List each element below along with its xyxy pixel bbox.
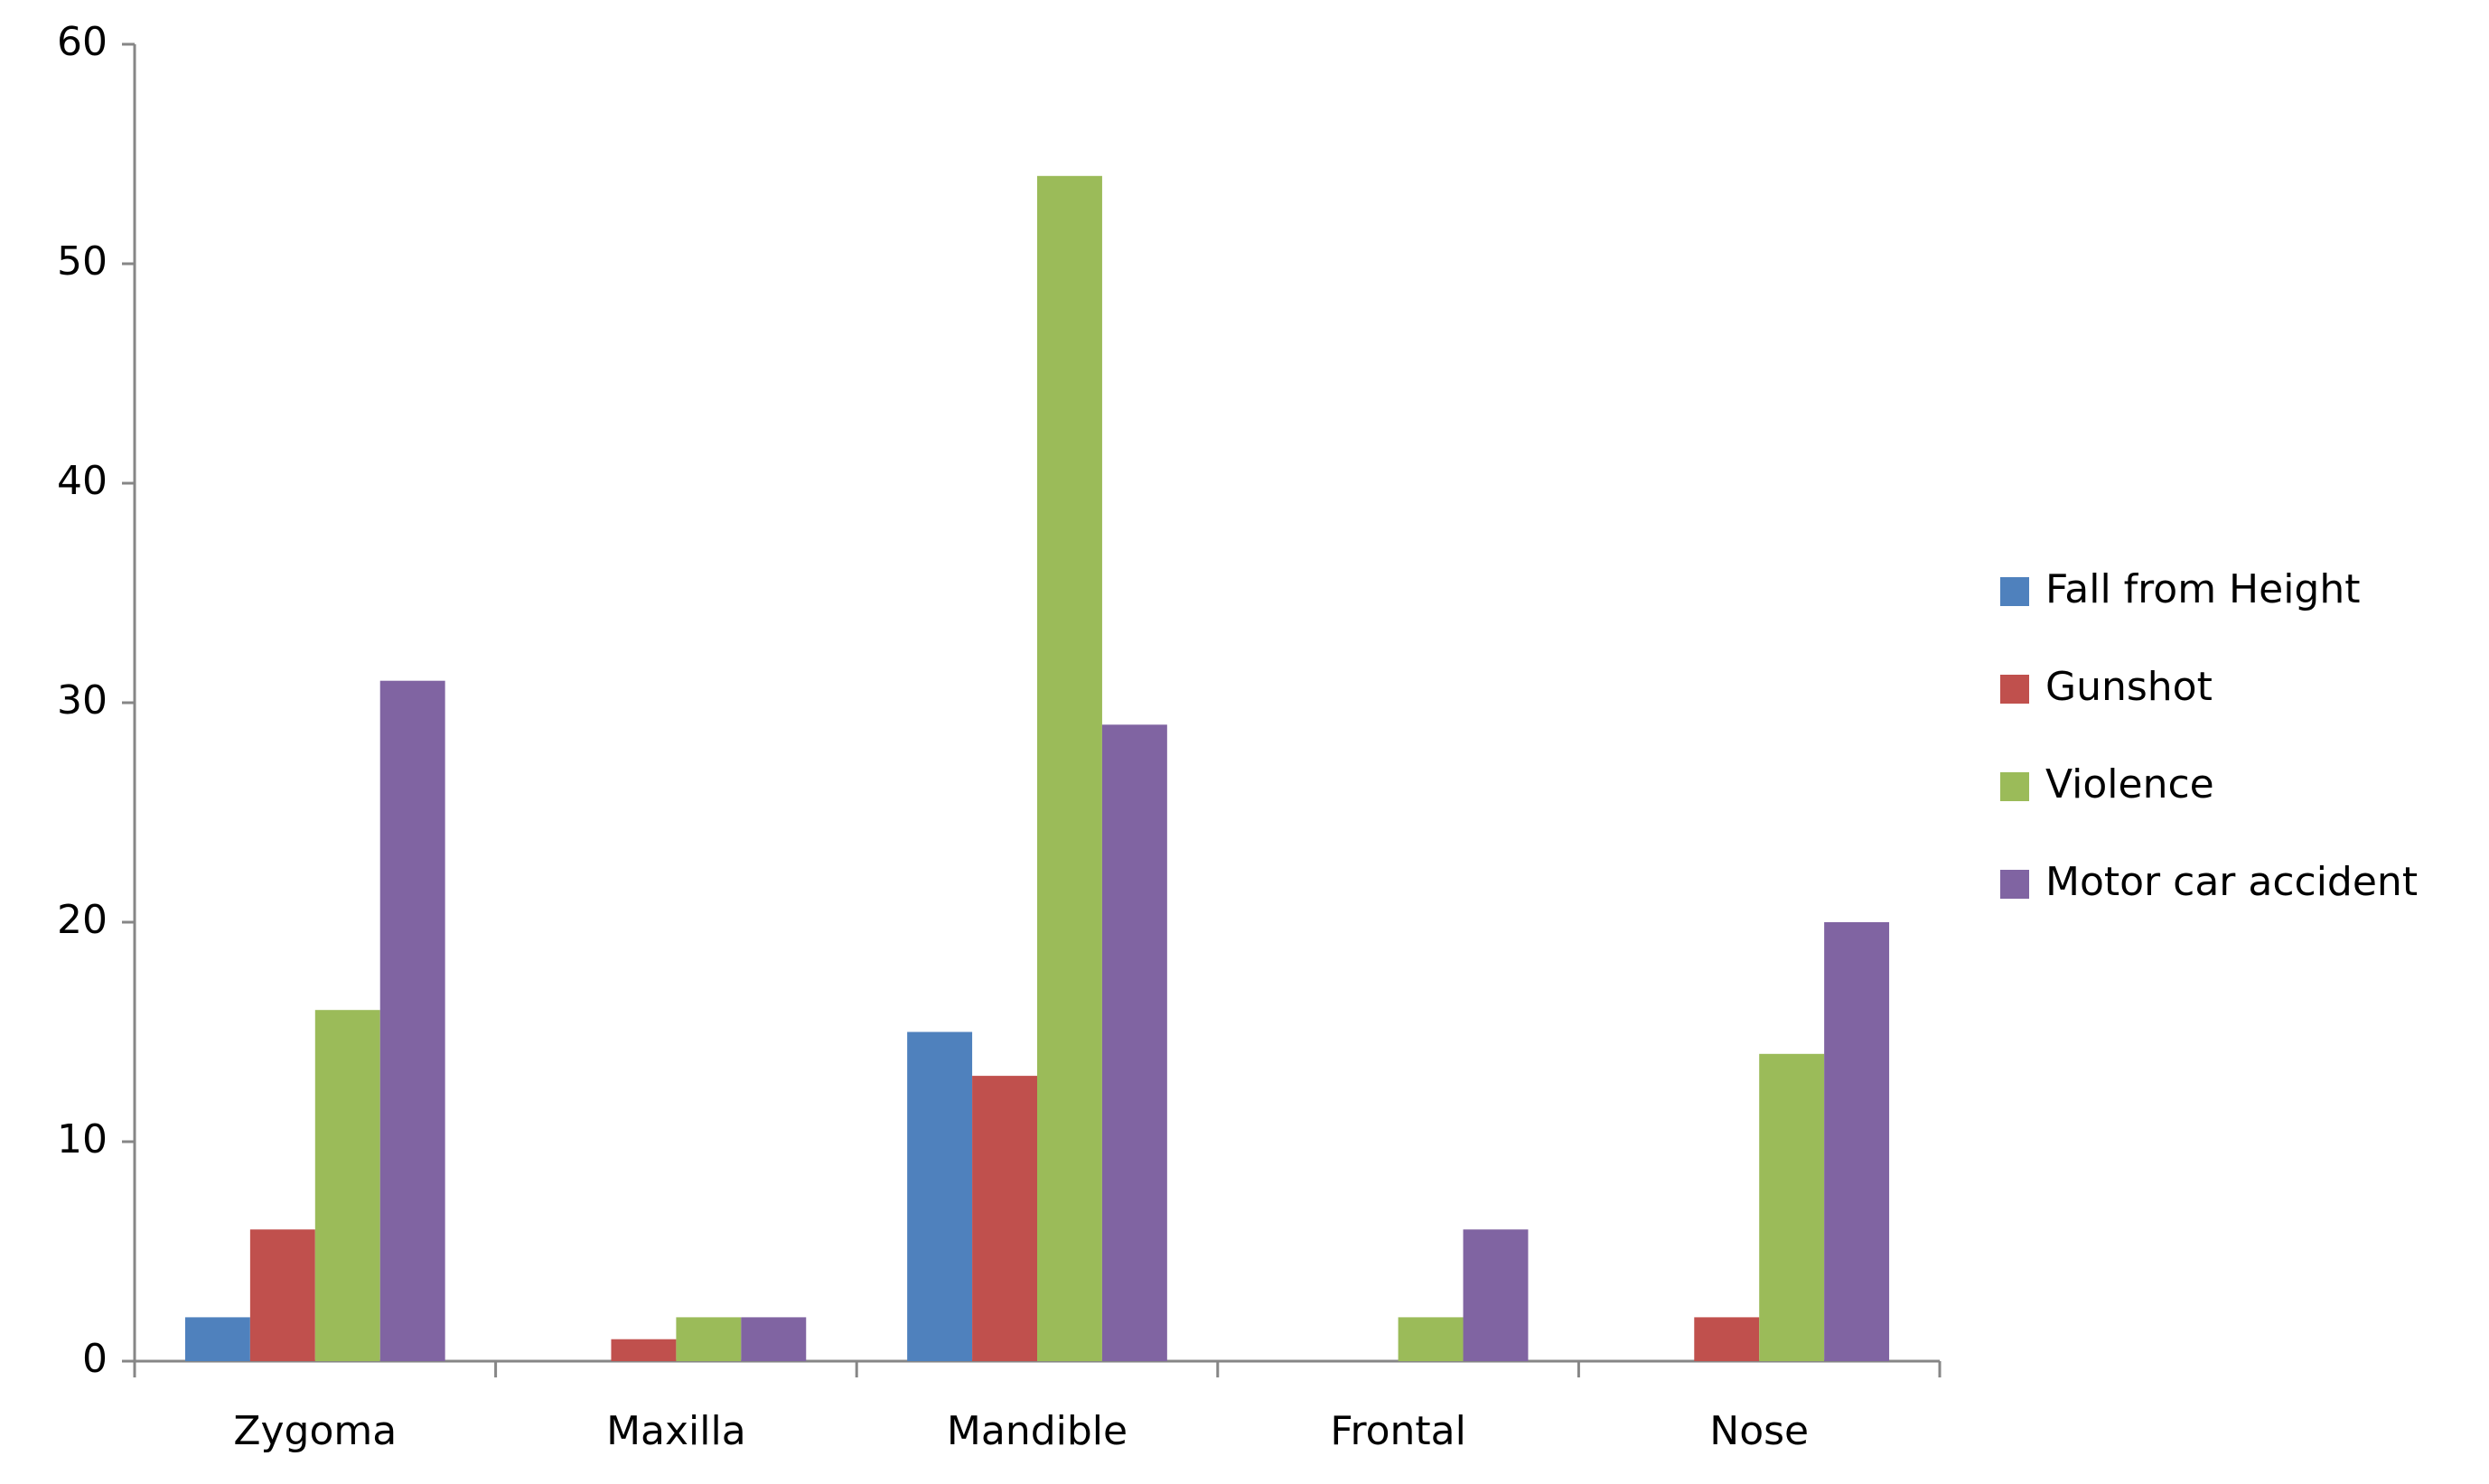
- x-tick-label: Mandible: [947, 1408, 1128, 1454]
- legend-swatch: [2000, 870, 2029, 899]
- x-tick-label: Zygoma: [233, 1408, 397, 1454]
- y-tick-label: 50: [57, 238, 108, 285]
- bar: [1398, 1317, 1464, 1361]
- bar: [611, 1339, 677, 1361]
- legend-swatch: [2000, 577, 2029, 606]
- bar: [1463, 1229, 1529, 1361]
- y-tick-label: 10: [57, 1116, 108, 1162]
- bar: [972, 1076, 1037, 1361]
- legend-label: Violence: [2045, 761, 2214, 807]
- bar: [184, 1317, 250, 1361]
- bar: [1101, 724, 1167, 1361]
- y-tick-label: 0: [82, 1336, 108, 1382]
- x-tick-label: Maxilla: [606, 1408, 746, 1454]
- y-tick-label: 30: [57, 677, 108, 723]
- bar: [379, 680, 445, 1361]
- y-tick-label: 40: [57, 458, 108, 504]
- bar: [907, 1031, 973, 1361]
- legend-label: Fall from Height: [2045, 566, 2361, 612]
- legend-label: Gunshot: [2045, 664, 2213, 710]
- x-tick-label: Frontal: [1330, 1408, 1465, 1454]
- legend-label: Motor car accident: [2045, 859, 2418, 905]
- bar: [1694, 1317, 1760, 1361]
- y-tick-label: 20: [57, 897, 108, 943]
- y-tick-label: 60: [57, 19, 108, 65]
- bar: [676, 1317, 742, 1361]
- bar: [1037, 175, 1102, 1361]
- legend-swatch: [2000, 675, 2029, 704]
- bar: [1759, 1053, 1825, 1361]
- bar: [314, 1010, 380, 1361]
- bar: [249, 1229, 315, 1361]
- x-tick-label: Nose: [1709, 1408, 1809, 1454]
- bar: [1824, 922, 1890, 1361]
- legend-swatch: [2000, 772, 2029, 801]
- bar: [741, 1317, 807, 1361]
